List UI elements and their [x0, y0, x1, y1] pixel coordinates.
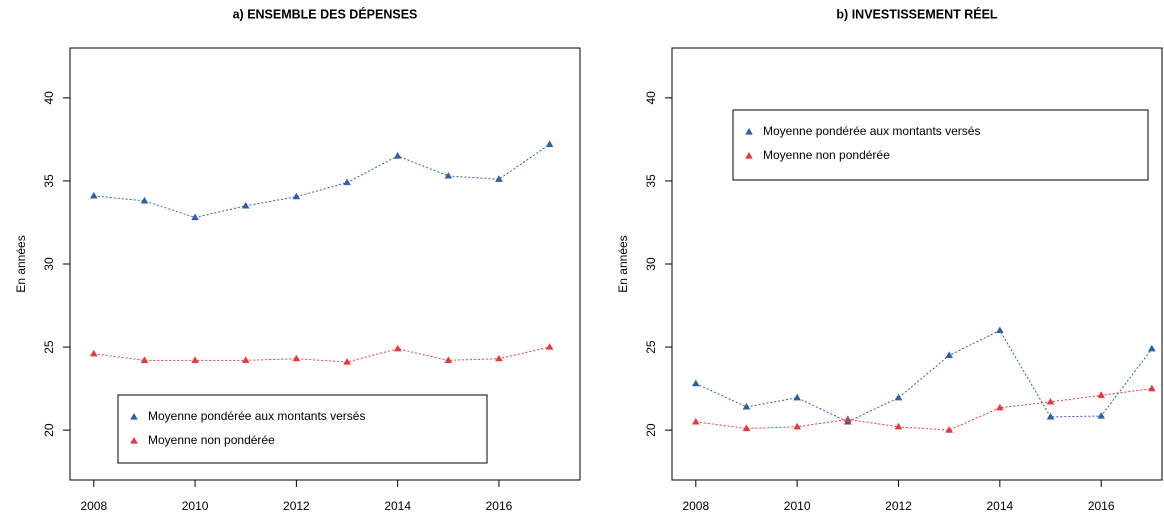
x-tick-label: 2016 [486, 499, 513, 513]
y-tick-label: 30 [644, 257, 658, 271]
point [444, 356, 453, 363]
legend-box [732, 109, 1149, 181]
x-tick-label: 2008 [80, 499, 107, 513]
y-tick-label: 30 [42, 257, 56, 271]
point [90, 191, 98, 199]
point [545, 140, 554, 147]
point [1148, 384, 1156, 392]
point [393, 344, 402, 352]
point [1097, 412, 1105, 419]
y-tick-label: 25 [644, 340, 658, 354]
point [692, 379, 700, 387]
x-tick-label: 2010 [784, 499, 811, 513]
y-tick-label: 35 [42, 174, 56, 188]
point [292, 354, 301, 362]
legend-marker [745, 152, 753, 159]
x-tick-label: 2014 [986, 499, 1013, 513]
legend-marker [130, 413, 138, 420]
series-line [93, 143, 550, 218]
point [393, 152, 402, 159]
x-tick-label: 2014 [384, 499, 411, 513]
chart-title: b) INVESTISSEMENT RÉEL [836, 6, 997, 21]
point [191, 356, 199, 363]
legend-label: Moyenne pondérée aux montants versés [148, 409, 365, 423]
chart-title: a) ENSEMBLE DES DÉPENSES [233, 6, 418, 21]
point [692, 417, 700, 425]
point [1046, 412, 1055, 420]
point [545, 343, 554, 350]
y-tick-label: 35 [644, 174, 658, 188]
x-tick-label: 2010 [182, 499, 209, 513]
legend-marker [745, 128, 753, 135]
point [1046, 397, 1055, 405]
series-line [695, 329, 1153, 423]
legend-label: Moyenne non pondérée [148, 433, 275, 447]
y-tick-label: 25 [42, 340, 56, 354]
legend-marker [130, 437, 138, 444]
point [996, 326, 1004, 334]
point [1148, 344, 1156, 352]
point [292, 192, 301, 200]
point [140, 356, 149, 363]
point [894, 393, 903, 401]
legend-label: Moyenne non pondérée [763, 148, 890, 162]
x-tick-label: 2012 [885, 499, 912, 513]
point [793, 393, 801, 401]
series-line [93, 346, 550, 363]
point [444, 171, 453, 179]
point [894, 422, 903, 430]
point [945, 426, 953, 433]
x-tick-label: 2016 [1088, 499, 1115, 513]
legend-box [117, 394, 488, 464]
point [241, 356, 250, 363]
point [945, 351, 953, 358]
y-tick-label: 20 [42, 423, 56, 437]
point [343, 178, 351, 186]
legend-label: Moyenne pondérée aux montants versés [763, 124, 980, 138]
point [996, 403, 1004, 411]
point [241, 201, 250, 209]
y-tick-label: 20 [644, 423, 658, 437]
y-tick-label: 40 [42, 91, 56, 105]
y-axis-label: En années [14, 235, 28, 292]
point [495, 175, 503, 182]
point [495, 354, 503, 362]
y-axis-label: En années [616, 235, 630, 292]
point [1097, 391, 1105, 398]
point [844, 415, 852, 422]
point [742, 424, 751, 432]
point [793, 422, 801, 430]
point [90, 349, 98, 357]
point [191, 213, 199, 221]
y-tick-label: 40 [644, 91, 658, 105]
point [742, 402, 751, 410]
point [343, 358, 351, 365]
point [140, 196, 149, 204]
x-tick-label: 2008 [682, 499, 709, 513]
series-line [695, 388, 1152, 431]
x-tick-label: 2012 [283, 499, 310, 513]
